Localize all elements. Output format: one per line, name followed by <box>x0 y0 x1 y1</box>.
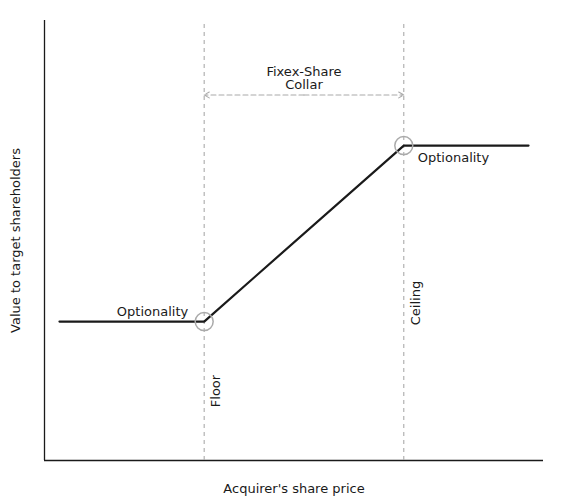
svg-text:Optionality: Optionality <box>418 150 490 165</box>
svg-text:Acquirer's share price: Acquirer's share price <box>223 481 364 496</box>
svg-text:Value to target shareholders: Value to target shareholders <box>8 148 23 333</box>
svg-text:Optionality: Optionality <box>117 304 189 319</box>
svg-text:Ceiling: Ceiling <box>408 281 423 325</box>
svg-text:Fixex-ShareCollar: Fixex-ShareCollar <box>266 64 341 92</box>
svg-text:Floor: Floor <box>208 374 223 407</box>
